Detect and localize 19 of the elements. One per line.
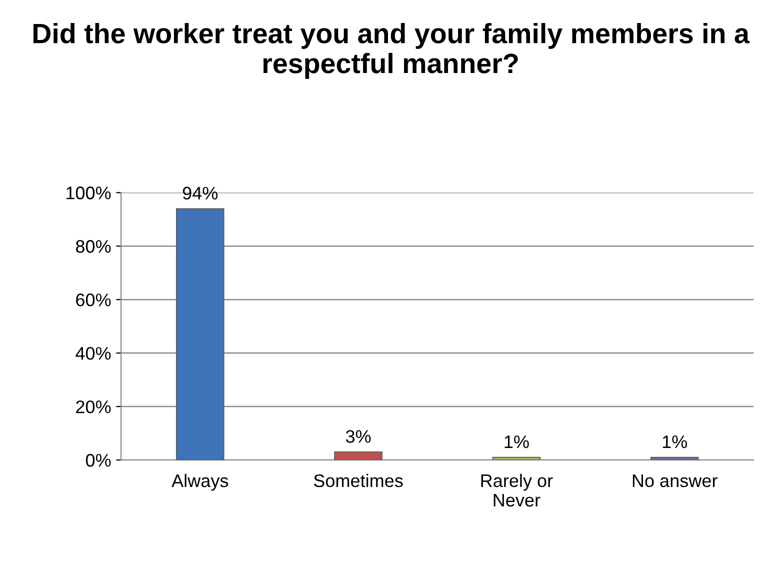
y-tick-label: 0% xyxy=(86,454,111,467)
y-tick-label: 20% xyxy=(76,400,111,414)
bar xyxy=(334,452,382,460)
x-tick-label: No answer xyxy=(632,474,718,488)
bar xyxy=(650,456,699,460)
y-tick-label: 60% xyxy=(76,294,111,306)
x-tick-label: Sometimes xyxy=(314,474,403,488)
x-tick-label: Rarely or Never xyxy=(481,474,553,507)
x-tick-label: Always xyxy=(172,474,228,491)
data-label: 1% xyxy=(662,435,687,448)
chart-title: Did the worker treat you and your family members in a respectful manner? xyxy=(33,23,750,79)
data-label: 3% xyxy=(346,430,371,443)
y-tick-label: 100% xyxy=(66,186,111,200)
bar xyxy=(492,456,541,460)
y-tick-label: 40% xyxy=(76,346,111,360)
y-tick-label: 80% xyxy=(76,240,111,253)
data-label: 1% xyxy=(504,435,529,448)
bar xyxy=(176,208,224,460)
data-label: 94% xyxy=(182,186,218,200)
